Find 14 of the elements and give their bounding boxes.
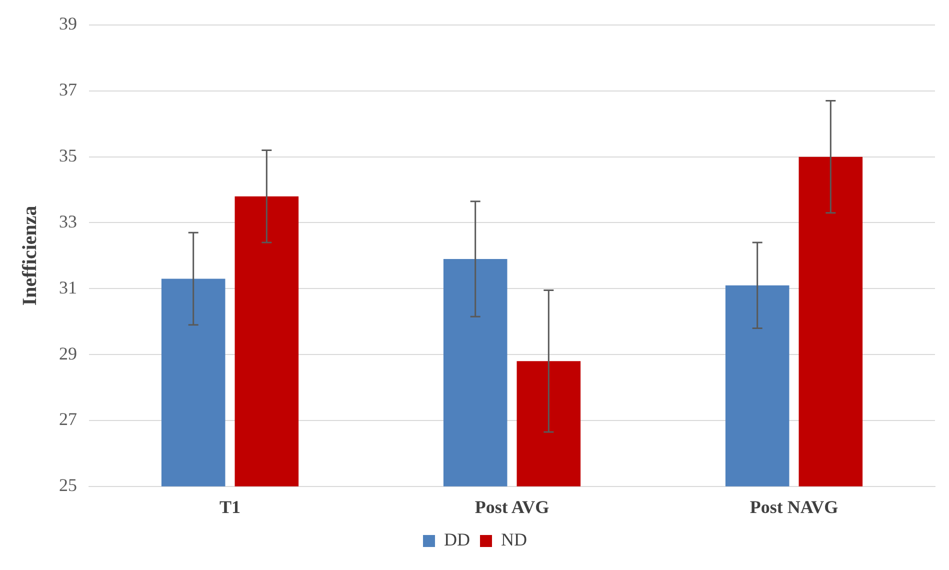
x-tick-label: Post NAVG bbox=[750, 496, 838, 517]
y-tick-label: 29 bbox=[59, 343, 77, 364]
y-tick-label: 35 bbox=[59, 146, 77, 166]
y-tick-label: 25 bbox=[59, 475, 77, 496]
y-tick-label: 31 bbox=[59, 277, 77, 298]
y-tick-label: 39 bbox=[59, 14, 77, 34]
y-tick-label: 27 bbox=[59, 409, 77, 430]
y-tick-label: 37 bbox=[59, 80, 77, 100]
y-tick-label: 33 bbox=[59, 211, 77, 232]
x-tick-label: Post AVG bbox=[474, 496, 550, 517]
legend-label: DD bbox=[444, 530, 470, 550]
x-tick-label: T1 bbox=[219, 496, 241, 517]
y-axis-title: Inefficienza bbox=[19, 206, 42, 306]
legend-label: ND bbox=[501, 530, 527, 550]
